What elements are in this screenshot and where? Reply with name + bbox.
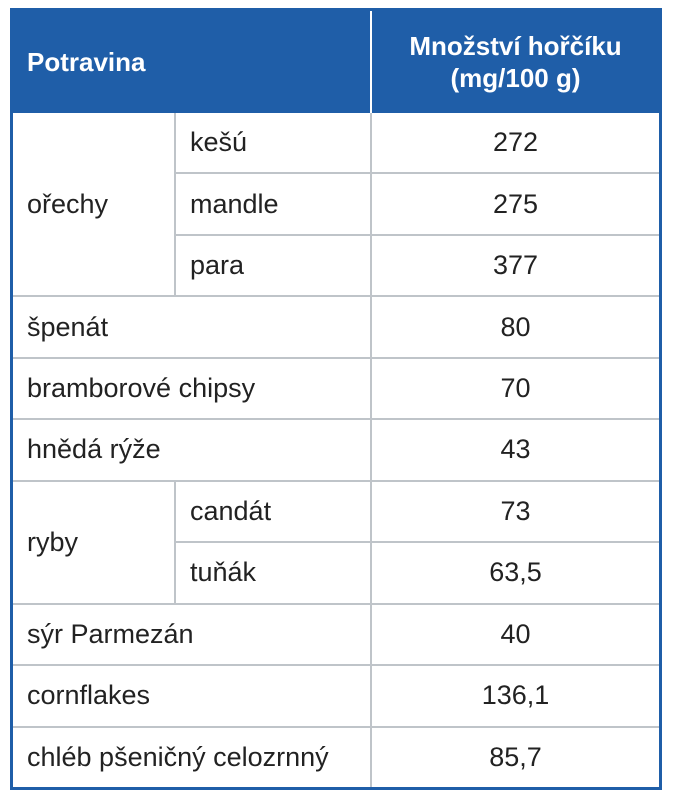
item-name: sýr Parmezán (13, 602, 372, 667)
item-value: 40 (370, 602, 659, 667)
table-row: cornflakes 136,1 (13, 664, 659, 728)
table-row: ořechy kešú 272 (13, 113, 659, 298)
table-row: bramborové chipsy 70 (13, 356, 659, 421)
header-magnesium: Množství hořčíku (mg/100 g) (371, 11, 659, 113)
table-row: chléb pšeničný celozrnný 85,7 (13, 725, 659, 787)
item-name: kešú (174, 113, 372, 175)
item-name: chléb pšeničný celozrnný (13, 725, 372, 787)
table-row: hnědá rýže 43 (13, 418, 659, 482)
table-row: tuňák 63,5 (13, 541, 659, 605)
table-row: ryby candát 73 (13, 479, 659, 605)
magnesium-table-container: Potravina Množství hořčíku (mg/100 g) oř… (10, 8, 662, 790)
table-row: sýr Parmezán 40 (13, 602, 659, 667)
item-name: bramborové chipsy (13, 356, 372, 421)
header-food: Potravina (13, 11, 372, 113)
item-value: 70 (370, 356, 659, 421)
header-magnesium-line2: (mg/100 g) (450, 63, 581, 93)
magnesium-content-table: Potravina Množství hořčíku (mg/100 g) oř… (13, 11, 659, 787)
item-name: para (175, 233, 372, 298)
item-value: 73 (370, 479, 659, 544)
group-label-fish: ryby (13, 479, 176, 605)
table-header-row: Potravina Množství hořčíku (mg/100 g) (13, 11, 659, 113)
item-value: 43 (370, 418, 659, 482)
item-value: 275 (370, 172, 659, 236)
header-magnesium-line1: Množství hořčíku (409, 30, 622, 61)
item-value: 63,5 (370, 541, 659, 605)
item-name: hnědá rýže (13, 418, 372, 482)
item-value: 80 (370, 295, 659, 359)
table-row: mandle 275 (13, 172, 659, 236)
item-value: 272 (370, 113, 659, 175)
item-value: 85,7 (370, 725, 659, 787)
table-row: para 377 (13, 233, 659, 298)
group-label-nuts: ořechy (13, 113, 176, 298)
item-name: cornflakes (13, 664, 372, 728)
item-name: candát (174, 479, 372, 544)
item-name: mandle (175, 172, 372, 236)
item-name: tuňák (175, 541, 372, 605)
item-name: špenát (13, 295, 372, 359)
item-value: 377 (370, 233, 659, 298)
item-value: 136,1 (370, 664, 659, 728)
table-row: špenát 80 (13, 295, 659, 359)
